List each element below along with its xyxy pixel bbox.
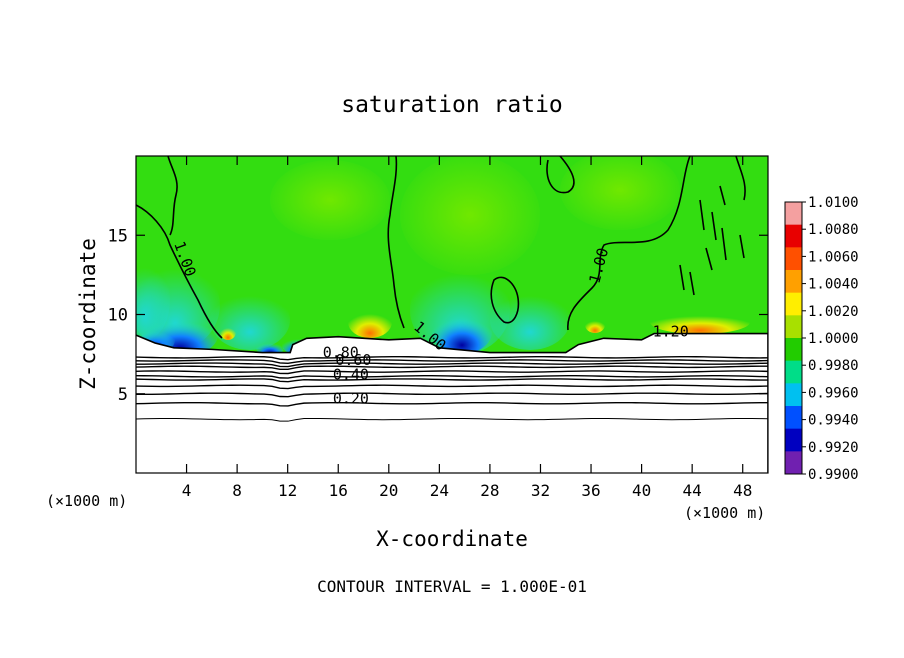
contour-label: 0.60 [335, 351, 371, 369]
colorbar-label: 1.0020 [808, 304, 859, 320]
contour-1-00-upper-right [735, 156, 746, 201]
x-tick-label: 20 [379, 481, 398, 500]
blue-patch [432, 310, 492, 354]
colorbar-label: 1.0100 [808, 195, 859, 211]
colorbar-swatch [785, 406, 802, 430]
colorbar-swatch [785, 451, 802, 475]
contour-label: 1.20 [653, 323, 689, 341]
contour-line [136, 362, 768, 368]
x-tick-label: 12 [278, 481, 297, 500]
colorbar-label: 1.0060 [808, 249, 859, 265]
yellow-patch [348, 306, 392, 338]
x-tick-label: 4 [182, 481, 192, 500]
x-tick-label: 36 [581, 481, 600, 500]
x-tick-label: 28 [480, 481, 499, 500]
x-tick-label: 48 [733, 481, 752, 500]
contour-label: 0.80 [323, 343, 359, 361]
contour-line [136, 365, 768, 370]
light-patch [270, 160, 390, 240]
colorbar-label: 1.0000 [808, 331, 859, 347]
colorbar-swatch [785, 247, 802, 271]
contour-line [136, 375, 768, 379]
colorbar-swatch [785, 224, 802, 248]
x-axis-unit-right: (×1000 m) [684, 504, 765, 522]
colorbar-swatch [785, 428, 802, 452]
colorbar-label: 0.9900 [808, 467, 859, 483]
contour-1-00-island [490, 276, 520, 324]
x-axis-unit-left: (×1000 m) [46, 492, 127, 510]
contour-line [136, 401, 768, 407]
colorbar-label: 0.9960 [808, 385, 859, 401]
wavy-contours [136, 156, 746, 339]
x-tick-label: 24 [430, 481, 449, 500]
x-tick-label: 16 [329, 481, 348, 500]
y-axis-ticks: 5 10 15 [108, 226, 768, 405]
contour-line [136, 384, 768, 390]
x-tick-label: 40 [632, 481, 651, 500]
contour-label: 0.20 [333, 389, 369, 407]
contour-line [136, 378, 768, 383]
colorbar-swatch [785, 270, 802, 294]
contour-interval-footer: CONTOUR INTERVAL = 1.000E-01 [317, 577, 587, 596]
chart-title: saturation ratio [341, 92, 563, 118]
contour-1-00-center-loop [546, 156, 575, 194]
plot-area: 1.00 1.001.00 1.200.800.600.400.20 [136, 156, 768, 473]
colorbar-swatch [785, 383, 802, 407]
yellow-patch [585, 317, 605, 333]
colorbar-swatch [785, 338, 802, 362]
colorbar-label: 0.9920 [808, 440, 859, 456]
contour-label: 0.40 [333, 365, 369, 383]
contour-1-00-center [387, 156, 405, 329]
x-tick-label: 44 [683, 481, 702, 500]
y-tick-label: 5 [118, 385, 128, 405]
y-tick-label: 10 [108, 306, 128, 326]
contour-1-00-right-squiggles [679, 185, 745, 296]
x-tick-label: 32 [531, 481, 550, 500]
horizontal-contours [136, 332, 768, 473]
colorbar: 1.0100 1.0080 1.0060 1.0040 1.0020 1.0000 0.99… [784, 195, 859, 483]
yellow-patch [650, 310, 750, 334]
y-tick-label: 15 [108, 226, 128, 246]
y-axis-label: Z-coordinate [76, 238, 100, 390]
contour-line [136, 418, 768, 422]
colorbar-swatch [785, 315, 802, 339]
contour-line [136, 355, 768, 361]
contour-1-00-right [567, 156, 691, 331]
colorbar-label: 0.9980 [808, 358, 859, 374]
contour-line [136, 370, 768, 375]
light-patch [400, 156, 540, 275]
contour-layer-top [136, 332, 768, 473]
cyan-patch [490, 290, 570, 350]
contour-line [136, 392, 768, 398]
colorbar-swatch [785, 360, 802, 384]
x-tick-label: 8 [232, 481, 242, 500]
yellow-patch [220, 324, 236, 340]
colorbar-swatch [785, 292, 802, 316]
contour-1-00-left [136, 204, 223, 339]
x-axis-label: X-coordinate [376, 527, 528, 551]
x-axis-ticks: 4 8 12 16 20 24 28 32 36 40 44 48 [182, 156, 752, 500]
light-patch [560, 156, 680, 230]
cyan-patch [210, 290, 290, 350]
contour-labels: 1.00 1.001.00 1.200.800.600.400.20 [170, 239, 688, 407]
colorbar-label: 0.9940 [808, 413, 859, 429]
colorbar-label: 1.0080 [808, 222, 859, 238]
contour-1-00-left-top [167, 156, 178, 236]
contour-line [136, 359, 768, 365]
colorbar-swatch [785, 202, 802, 226]
colorbar-label: 1.0040 [808, 277, 859, 293]
